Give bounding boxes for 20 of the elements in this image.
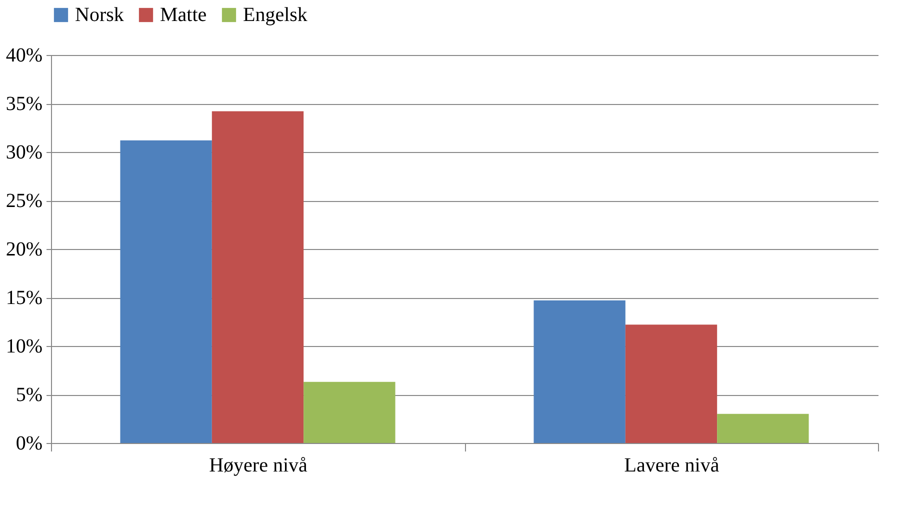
y-tick-label: 0%	[16, 432, 42, 454]
y-tick-label: 30%	[6, 142, 42, 164]
bar	[120, 140, 212, 443]
bar	[534, 300, 626, 443]
y-tick-label: 35%	[6, 93, 42, 115]
y-tick-label: 25%	[6, 190, 42, 212]
y-tick-label: 20%	[6, 238, 42, 260]
y-tick-label: 5%	[16, 384, 42, 406]
bar	[625, 324, 718, 443]
x-tick-label: Lavere nivå	[624, 454, 720, 476]
y-tick-label: 10%	[6, 336, 42, 358]
legend-label: Engelsk	[243, 4, 308, 26]
y-tick-label: 15%	[6, 287, 42, 309]
bar	[304, 382, 396, 443]
bar	[212, 111, 304, 443]
legend-label: Matte	[160, 4, 207, 26]
x-tick-label: Høyere nivå	[209, 454, 308, 476]
legend-label: Norsk	[75, 4, 124, 26]
y-tick-label: 40%	[6, 44, 42, 66]
bar	[717, 414, 809, 443]
